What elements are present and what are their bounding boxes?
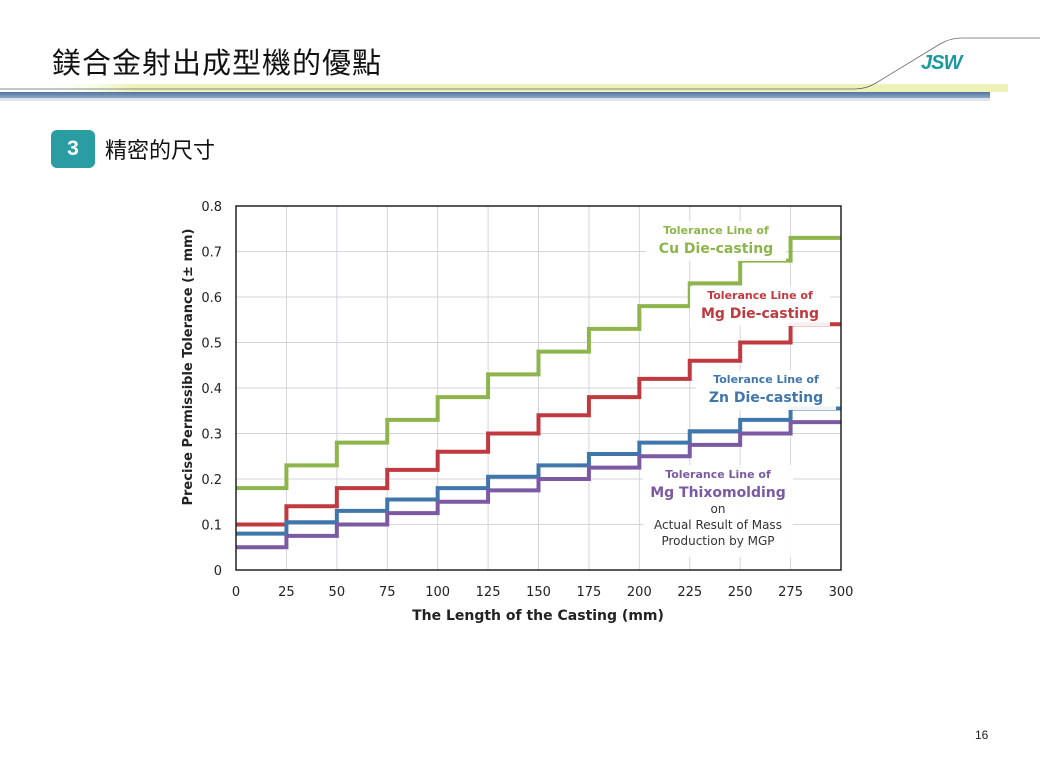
x-axis-label: The Length of the Casting (mm) [412,608,664,624]
annotation-title: Tolerance Line of [663,224,769,237]
annotation-background [690,286,830,326]
y-tick-label: 0.6 [201,291,222,306]
section-heading: 3 精密的尺寸 [51,130,215,168]
header-glow-band [36,84,1008,92]
annotation-series-name: Cu Die-casting [659,241,773,257]
annotation-note: Production by MGP [661,534,774,548]
x-tick-label: 75 [379,585,396,600]
x-tick-label: 0 [232,585,240,600]
y-tick-label: 0.7 [201,246,222,261]
x-tick-label: 275 [778,585,803,600]
x-tick-label: 50 [329,585,346,600]
x-tick-labels: 0 25 50 75 100 125 150 175 200 225 250 275 300 [232,585,854,600]
annotation-title: Tolerance Line of [665,468,771,481]
series-line-zn-die-casting [236,406,841,536]
y-tick-label: 0.3 [201,428,222,443]
annotation-note: Actual Result of Mass [654,518,782,532]
header-decoration [0,37,1040,101]
header-blue-bar [0,92,990,98]
x-tick-label: 125 [476,585,501,600]
annotation-note: on [711,502,726,516]
jsw-logo: JSW [921,52,962,74]
y-tick-label: 0.8 [201,200,222,215]
page-number: 16 [975,728,989,742]
plot-frame [235,205,842,571]
x-tick-label: 25 [278,585,295,600]
y-tick-label: 0.4 [201,382,222,397]
annotation-series-name: Mg Thixomolding [650,485,786,501]
y-axis-label: Precise Permissible Tolerance (± mm) [181,228,196,505]
section-label: 精密的尺寸 [105,139,216,164]
annotation-background [646,221,786,261]
series-line-mg-die-casting [236,322,841,527]
x-tick-label: 225 [677,585,702,600]
x-tick-label: 150 [526,585,551,600]
x-tick-label: 300 [829,585,854,600]
section-number-badge: 3 [51,130,95,168]
x-tick-label: 200 [627,585,652,600]
slide-title: 鎂合金射出成型機的優點 [52,46,383,80]
series-annotations: Tolerance Line of Cu Die-casting Tolerance… [643,221,836,557]
x-tick-label: 175 [577,585,602,600]
y-tick-label: 0 [214,564,222,579]
x-tick-label: 100 [425,585,450,600]
y-tick-label: 0.2 [201,473,222,488]
annotation-series-name: Zn Die-casting [709,390,823,406]
series-line-mg-thixomolding [236,420,841,550]
annotation-background [696,370,836,410]
x-tick-label: 250 [728,585,753,600]
y-tick-label: 0.1 [201,519,222,534]
annotation-title: Tolerance Line of [713,373,819,386]
annotation-background [643,465,793,557]
chart-series [236,235,841,550]
series-line-cu-die-casting [236,235,841,491]
annotation-title: Tolerance Line of [707,289,813,302]
header-curve-line [0,37,1040,90]
annotation-series-name: Mg Die-casting [701,306,819,322]
y-tick-label: 0.5 [201,337,222,352]
y-tick-labels: 0 0.1 0.2 0.3 0.4 0.5 0.6 0.7 0.8 [201,200,222,579]
